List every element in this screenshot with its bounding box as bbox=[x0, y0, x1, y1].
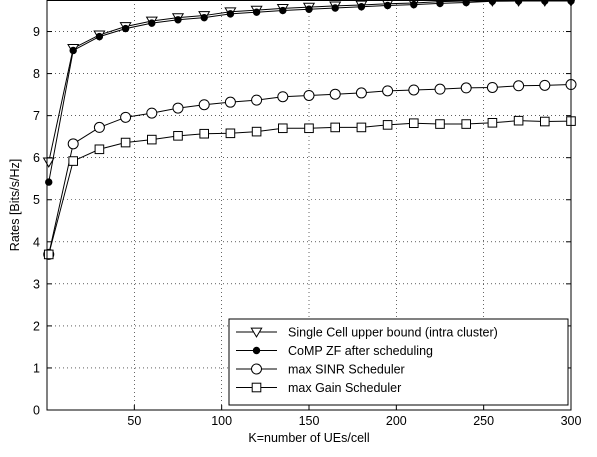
data-point bbox=[67, 138, 79, 150]
data-point bbox=[198, 99, 210, 111]
data-point bbox=[251, 126, 262, 137]
data-point bbox=[225, 128, 236, 139]
x-tick-label: 250 bbox=[473, 414, 494, 428]
data-point bbox=[382, 120, 393, 130]
y-tick-label: 3 bbox=[33, 277, 40, 291]
y-tick-label: 5 bbox=[33, 193, 40, 207]
data-point bbox=[486, 81, 498, 93]
y-axis-label: Rates [Bits/s/Hz] bbox=[8, 159, 22, 251]
data-point bbox=[120, 111, 132, 123]
data-point bbox=[304, 123, 314, 134]
data-point bbox=[120, 137, 131, 148]
legend-label: Single Cell upper bound (intra cluster) bbox=[288, 326, 498, 340]
series-3 bbox=[43, 79, 577, 260]
data-point bbox=[146, 107, 158, 119]
data-point bbox=[539, 79, 551, 91]
data-point bbox=[173, 131, 183, 141]
data-point bbox=[303, 89, 315, 101]
data-point bbox=[94, 144, 105, 155]
data-point bbox=[278, 123, 288, 134]
series-4 bbox=[43, 115, 576, 260]
data-point bbox=[410, 0, 418, 9]
legend-entry: Single Cell upper bound (intra cluster) bbox=[236, 326, 498, 340]
data-point bbox=[93, 121, 105, 133]
data-point bbox=[409, 118, 419, 129]
data-point bbox=[69, 46, 77, 55]
data-point bbox=[172, 102, 184, 114]
data-point bbox=[226, 10, 235, 18]
data-point bbox=[355, 87, 367, 99]
data-point bbox=[461, 119, 471, 129]
legend-marker bbox=[251, 363, 262, 375]
data-point bbox=[383, 1, 392, 10]
legend-label: max SINR Scheduler bbox=[288, 363, 405, 377]
y-tick-label: 9 bbox=[33, 25, 40, 39]
series-lines bbox=[42, 0, 577, 260]
legend-box bbox=[228, 318, 569, 406]
x-tick-label: 200 bbox=[386, 414, 407, 428]
series-line bbox=[48, 84, 572, 255]
data-point bbox=[43, 249, 54, 260]
data-point bbox=[200, 13, 208, 22]
data-point bbox=[356, 122, 367, 133]
data-point bbox=[513, 80, 525, 92]
data-point bbox=[330, 122, 340, 133]
data-point bbox=[305, 5, 313, 13]
legend-marker bbox=[250, 327, 263, 338]
data-point bbox=[279, 6, 287, 15]
data-point bbox=[435, 119, 445, 129]
data-point bbox=[224, 96, 236, 108]
data-point bbox=[148, 19, 156, 27]
data-point bbox=[513, 115, 524, 126]
data-point bbox=[252, 8, 261, 16]
legend-entry: max SINR Scheduler bbox=[236, 363, 405, 377]
data-point bbox=[331, 4, 339, 12]
data-point bbox=[488, 0, 497, 5]
data-point bbox=[487, 117, 498, 128]
data-point bbox=[382, 85, 394, 97]
y-tick-label: 7 bbox=[33, 109, 40, 123]
x-tick-label: 100 bbox=[211, 414, 232, 428]
legend-label: CoMP ZF after scheduling bbox=[288, 344, 433, 358]
data-point bbox=[540, 116, 550, 127]
x-tick-label: 150 bbox=[299, 414, 320, 428]
data-point bbox=[357, 3, 366, 11]
data-point bbox=[147, 134, 157, 145]
data-point bbox=[436, 0, 444, 8]
legend-label: max Gain Scheduler bbox=[288, 381, 401, 395]
data-point bbox=[277, 91, 289, 103]
y-tick-label: 0 bbox=[33, 404, 40, 418]
data-point bbox=[408, 84, 420, 96]
data-point bbox=[68, 156, 79, 166]
legend-marker bbox=[252, 346, 261, 355]
data-point bbox=[462, 0, 470, 7]
legend: Single Cell upper bound (intra cluster) C… bbox=[228, 318, 569, 406]
x-tick-label: 50 bbox=[127, 414, 141, 428]
y-tick-label: 4 bbox=[33, 235, 40, 249]
axis-ticks: 50 100 150 200 250 300 0 1 2 3 4 5 6 7 8 9 bbox=[33, 25, 581, 428]
legend-entry: CoMP ZF after scheduling bbox=[236, 344, 433, 358]
legend-marker bbox=[251, 382, 262, 393]
data-point bbox=[121, 24, 130, 33]
y-tick-label: 6 bbox=[33, 151, 40, 165]
data-point bbox=[199, 128, 209, 139]
data-point bbox=[460, 82, 472, 94]
y-tick-label: 2 bbox=[33, 319, 40, 333]
y-tick-label: 8 bbox=[33, 67, 40, 81]
data-point bbox=[251, 94, 263, 106]
data-point bbox=[95, 32, 104, 41]
x-axis-label: K=number of UEs/cell bbox=[248, 431, 369, 445]
data-point bbox=[329, 88, 341, 100]
y-tick-label: 1 bbox=[33, 361, 40, 375]
data-point bbox=[434, 83, 446, 95]
data-point bbox=[174, 16, 182, 24]
x-tick-label: 300 bbox=[561, 414, 582, 428]
legend-entry: max Gain Scheduler bbox=[236, 381, 401, 395]
